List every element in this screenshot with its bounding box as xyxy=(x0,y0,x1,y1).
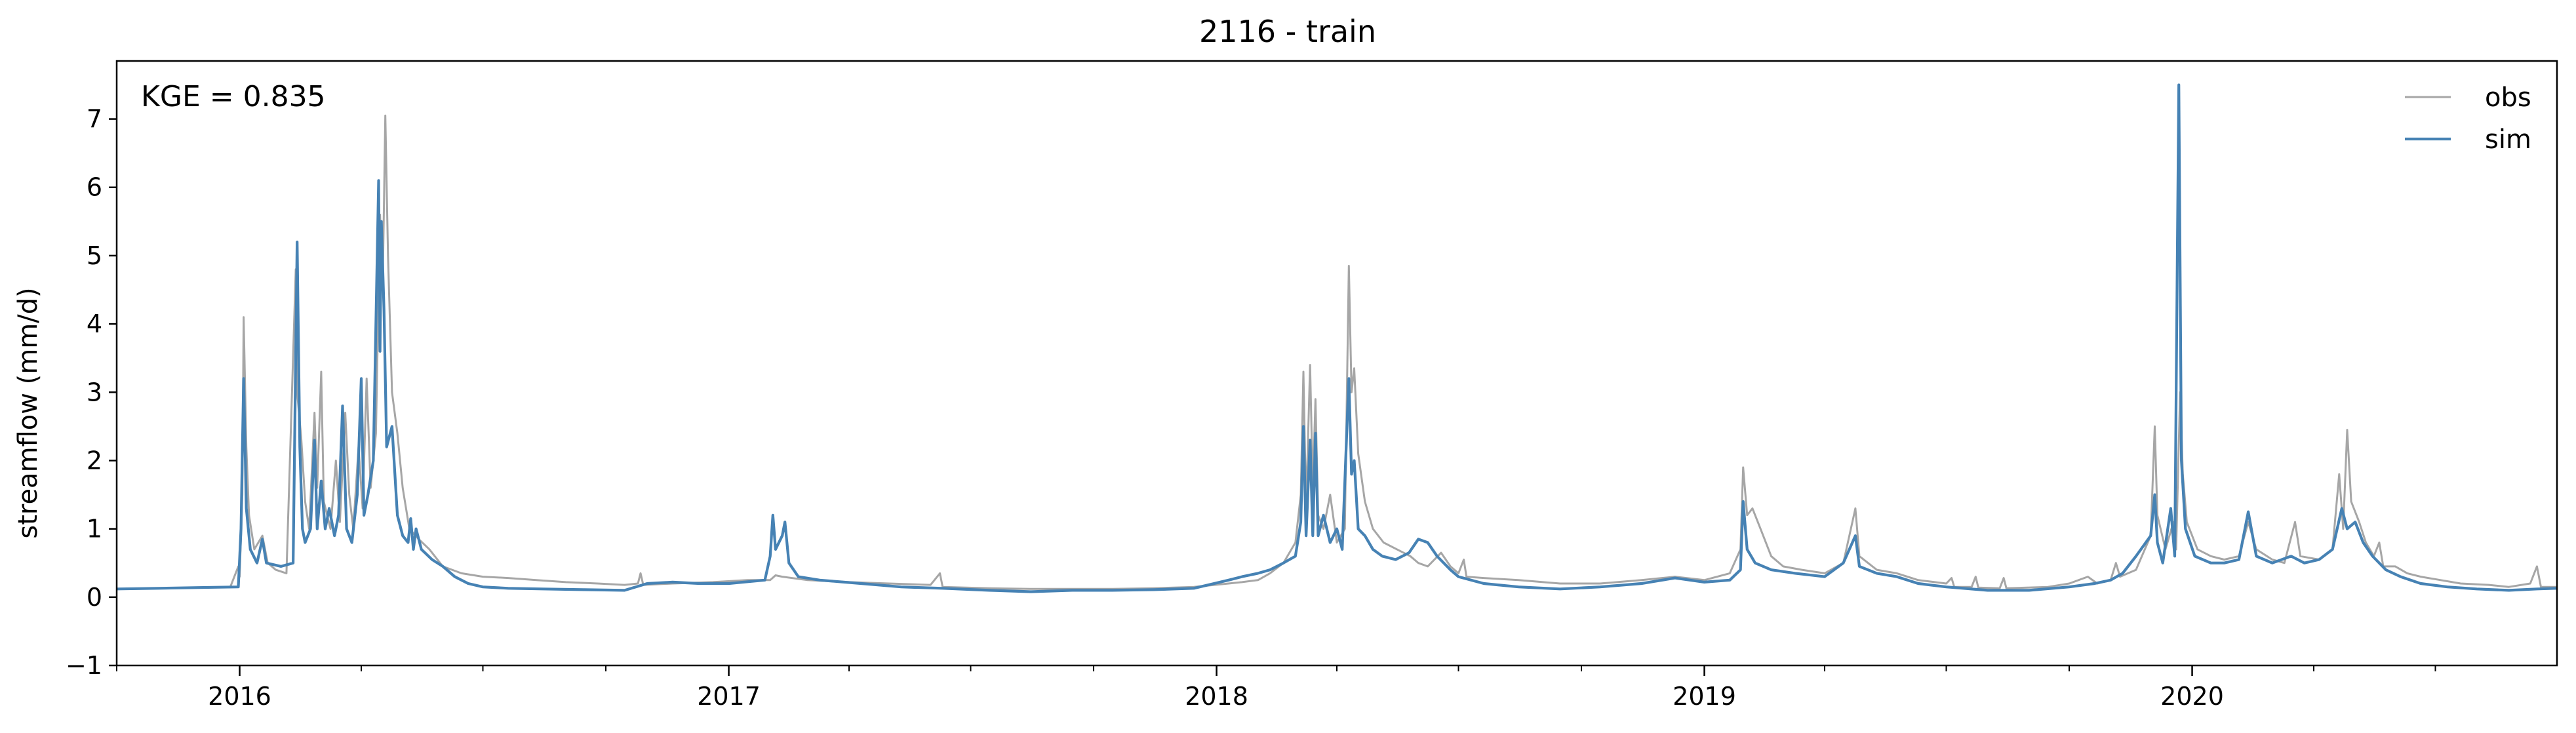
y-tick-label: 2 xyxy=(87,446,102,475)
legend: obs sim xyxy=(2405,83,2531,155)
x-tick-label: 2019 xyxy=(1673,682,1736,711)
kge-annotation: KGE = 0.835 xyxy=(141,80,326,113)
legend-label-sim: sim xyxy=(2485,125,2531,155)
y-tick-label: 1 xyxy=(87,515,102,544)
y-tick-label: 0 xyxy=(87,583,102,612)
y-tick-label: 3 xyxy=(87,378,102,406)
y-tick-label: 7 xyxy=(87,105,102,134)
x-tick-label: 2017 xyxy=(697,682,761,711)
y-axis-label: streamflow (mm/d) xyxy=(13,287,43,538)
y-tick-label: −1 xyxy=(66,651,102,680)
series-line-sim xyxy=(117,83,2557,593)
x-tick-label: 2018 xyxy=(1185,682,1248,711)
x-axis: 2016 2017 2018 2019 2020 xyxy=(116,665,2436,711)
y-tick-label: 4 xyxy=(87,309,102,338)
plot-area xyxy=(117,83,2557,593)
y-axis: −1 0 1 2 3 4 5 6 7 xyxy=(66,105,117,680)
y-tick-label: 5 xyxy=(87,241,102,270)
y-tick-label: 6 xyxy=(87,173,102,202)
chart-title: 2116 - train xyxy=(1199,14,1376,49)
x-tick-label: 2020 xyxy=(2160,682,2224,711)
x-tick-label: 2016 xyxy=(208,682,271,711)
legend-label-obs: obs xyxy=(2485,83,2531,113)
